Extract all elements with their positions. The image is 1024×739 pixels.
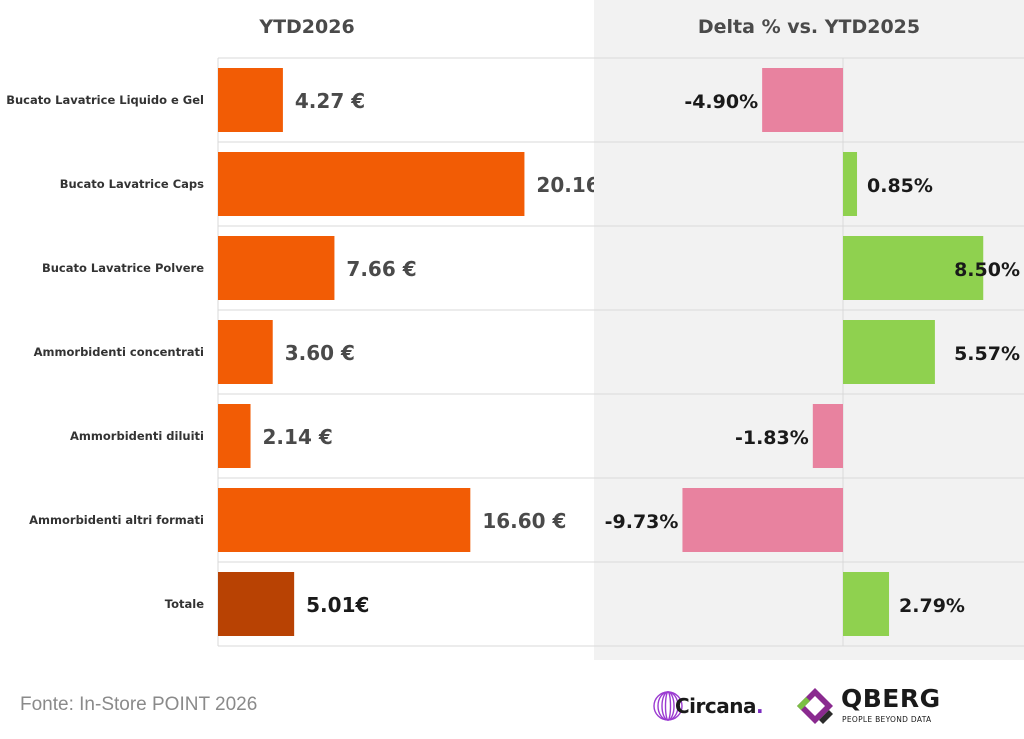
delta-bar [812, 404, 843, 468]
value-data-label: 4.27 € [295, 89, 365, 113]
delta-data-label: -1.83% [735, 427, 809, 449]
value-bar [218, 236, 335, 300]
value-bar [218, 320, 273, 384]
category-label: Ammorbidenti concentrati [34, 345, 204, 359]
qberg-tagline: PEOPLE BEYOND DATA [842, 715, 932, 724]
delta-data-label: -4.90% [684, 91, 758, 113]
category-label: Ammorbidenti diluiti [70, 429, 204, 443]
circana-logo-dot: . [755, 694, 764, 718]
value-data-label: 3.60 € [285, 341, 355, 365]
value-data-label: 20.16 € [536, 173, 620, 197]
value-bar [218, 68, 283, 132]
source-note: Fonte: In-Store POINT 2026 [20, 694, 258, 715]
value-data-label: 5.01€ [306, 593, 369, 617]
delta-data-label: 2.79% [899, 595, 965, 617]
category-label: Ammorbidenti altri formati [29, 513, 204, 527]
value-bar [218, 572, 295, 636]
delta-bar [762, 68, 843, 132]
circana-logo: Circana. [675, 694, 764, 718]
delta-data-label: 0.85% [867, 175, 933, 197]
value-bar [218, 488, 471, 552]
panel-title-ytd: YTD2026 [258, 16, 354, 38]
category-label: Bucato Lavatrice Caps [60, 177, 204, 191]
delta-data-label: 5.57% [954, 343, 1020, 365]
category-label: Bucato Lavatrice Liquido e Gel [6, 93, 204, 107]
bar-chart: YTD2026 Delta % vs. YTD2025 Bucato Lavatri… [6, 0, 1024, 660]
qberg-logo-icon [797, 688, 833, 724]
value-data-label: 2.14 € [263, 425, 333, 449]
delta-bar [843, 152, 858, 216]
circana-logo-icon [653, 691, 683, 721]
delta-data-label: -9.73% [605, 511, 679, 533]
value-data-label: 16.60 € [482, 509, 566, 533]
delta-bar [682, 488, 843, 552]
delta-bar [843, 320, 935, 384]
category-label: Totale [165, 597, 204, 611]
delta-bar [843, 236, 984, 300]
delta-bar [843, 572, 890, 636]
value-bar [218, 404, 251, 468]
value-data-label: 7.66 € [346, 257, 416, 281]
value-bar [218, 152, 525, 216]
delta-data-label: 8.50% [954, 259, 1020, 281]
panel-title-delta: Delta % vs. YTD2025 [698, 16, 920, 38]
category-label: Bucato Lavatrice Polvere [42, 261, 204, 275]
qberg-logo: QBERG [841, 684, 941, 713]
circana-logo-word: Circana [675, 694, 756, 718]
